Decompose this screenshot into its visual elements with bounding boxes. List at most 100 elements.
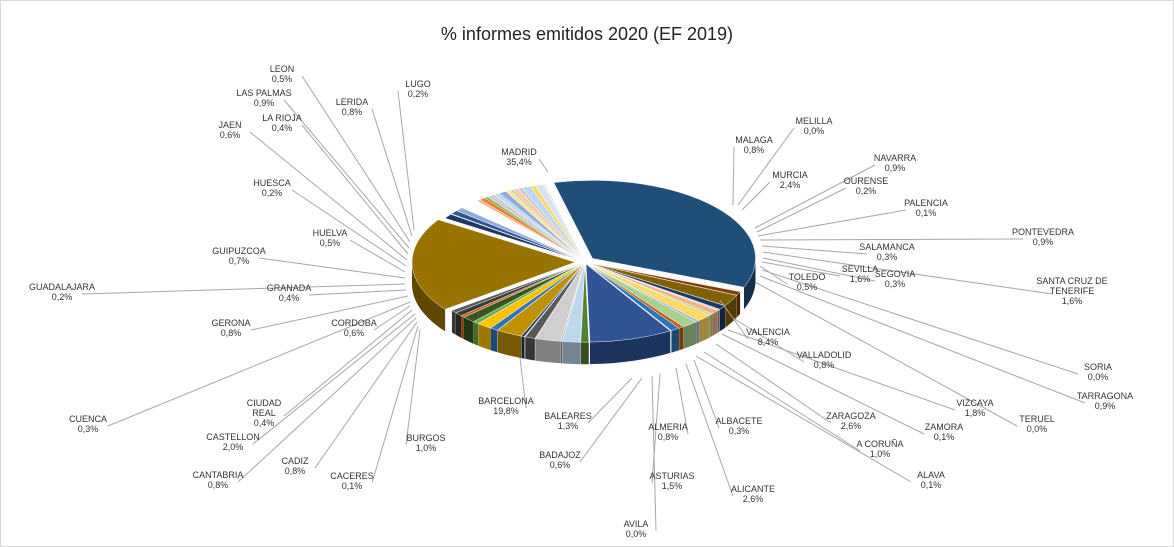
leader-valencia — [719, 299, 749, 340]
leader-segovia — [762, 257, 876, 282]
pie-side-pontevedra — [712, 310, 718, 336]
leader-soria — [761, 269, 1079, 375]
data-label-jaen: JAEN 0,6% — [218, 120, 241, 140]
leader-albacete — [693, 359, 720, 429]
leader-leon — [301, 75, 411, 243]
pie-slice-lugo — [542, 183, 585, 260]
leader-alava — [695, 355, 912, 483]
data-label-barcelona: BARCELONA 19,8% — [478, 396, 534, 416]
data-label-cantabria: CANTABRIA 0,8% — [193, 470, 244, 490]
data-label-zamora: ZAMORA 0,1% — [925, 422, 964, 442]
data-label-murcia: MURCIA 2,4% — [772, 170, 808, 190]
leader-cantabria — [237, 317, 417, 483]
pie-side-valencia — [590, 330, 671, 365]
leader-almeria — [675, 367, 689, 435]
leader-las-palmas — [283, 99, 410, 249]
leader-teruel — [754, 281, 1018, 427]
data-label-leon: LEON 0,5% — [270, 64, 295, 84]
pie-slice-zaragoza — [534, 263, 585, 342]
pie-side-ourense — [718, 309, 720, 333]
leader-toledo — [759, 265, 788, 285]
data-label-a-coru-a: A CORUÑA 1,0% — [856, 439, 903, 459]
data-label-salamanca: SALAMANCA 0,3% — [859, 242, 915, 262]
leader-valladolid — [732, 317, 805, 363]
pie-slice-malaga — [588, 262, 741, 296]
data-label-valencia: VALENCIA 8,4% — [746, 327, 790, 347]
data-label-malaga: MALAGA 0,8% — [735, 135, 773, 155]
data-label-badajoz: BADAJOZ 0,6% — [539, 450, 581, 470]
leader-guipuzcoa — [258, 257, 406, 279]
data-label-cadiz: CADIZ 0,8% — [282, 456, 310, 476]
leader-pontevedra — [759, 238, 1024, 241]
data-label-castellon: CASTELLON 2,0% — [206, 432, 260, 452]
leader-badajoz — [579, 377, 643, 463]
pie-side-madrid — [744, 256, 756, 310]
leader-santa-cruz-detenerife — [762, 251, 1053, 295]
pie-slice-zamora — [560, 264, 585, 342]
data-label-burgos: BURGOS 1,0% — [406, 433, 445, 453]
pie-slices — [411, 180, 756, 343]
leader-cordoba — [373, 305, 411, 331]
data-label-huesca: HUESCA 0,2% — [253, 178, 291, 198]
pie-side-vizcaya — [562, 341, 581, 365]
data-label-navarra: NAVARRA 0,9% — [874, 153, 916, 173]
leader-vizcaya — [727, 329, 956, 411]
leader-salamanca — [761, 245, 868, 255]
pie-slice-murcia — [588, 262, 738, 306]
pie-slice-barcelona — [411, 219, 576, 310]
data-label-palencia: PALENCIA 0,1% — [904, 198, 948, 218]
data-label-guadalajara: GUADALAJARA 0,2% — [29, 282, 95, 302]
data-label-lerida: LERIDA 0,8% — [336, 97, 369, 117]
data-label-vizcaya: VIZCAYA 1,8% — [956, 398, 993, 418]
pie-side-alava — [524, 336, 526, 359]
data-label-santa-cruz-detenerife: SANTA CRUZ DE TENERIFE 1,6% — [1036, 276, 1107, 306]
pie-slice-gerona — [487, 194, 583, 261]
pie-slice-castellon — [461, 200, 583, 261]
data-label-caceres: CACERES 0,1% — [330, 471, 374, 491]
data-label-sevilla: SEVILLA 1,6% — [842, 264, 879, 284]
leader-madrid — [538, 158, 549, 173]
pie-slice-madrid — [553, 180, 756, 288]
pie-side-segovia — [696, 320, 699, 344]
pie-slice-tarragona — [587, 263, 680, 331]
data-label-guipuzcoa: GUIPUZCOA 0,7% — [212, 246, 266, 266]
data-label-las-palmas: LAS PALMAS 0,9% — [236, 88, 291, 108]
leader-caceres — [371, 325, 419, 484]
pie-side-baleares — [464, 317, 474, 344]
data-label-cordoba: CORDOBA 0,6% — [331, 318, 377, 338]
leader-tarragona — [759, 275, 1086, 404]
data-label-valladolid: VALLADOLID 0,8% — [797, 350, 852, 370]
pie-slice-valencia — [585, 263, 671, 343]
pie-slice-albacete — [521, 263, 584, 337]
leader-zaragoza — [715, 343, 832, 424]
data-label-ciudadreal: CIUDAD REAL 0,4% — [247, 398, 282, 428]
pie-side-badajoz — [473, 321, 479, 346]
data-label-avila: AVILA 0,0% — [624, 519, 649, 539]
leader-navarra — [754, 164, 876, 229]
data-label-ourense: OURENSE 0,2% — [844, 176, 889, 196]
leader-lugo — [397, 90, 415, 231]
pie-side-zamora — [561, 341, 563, 364]
leader-guadalajara — [81, 283, 406, 295]
leader-huelva — [349, 239, 406, 273]
leader-castellon — [252, 313, 416, 445]
data-label-teruel: TERUEL 0,0% — [1019, 414, 1055, 434]
pie-side-santa-cruz-de-tenerife — [698, 315, 710, 343]
pie-slice-cantabria — [456, 207, 583, 261]
leader-murcia — [741, 181, 771, 211]
leader-gerona — [250, 295, 409, 331]
pie-side-valladolid — [580, 342, 589, 365]
data-label-alava: ALAVA 0,1% — [917, 470, 945, 490]
pie-side-salamanca — [710, 314, 712, 338]
leader-avila — [651, 375, 657, 532]
leader-huesca — [291, 189, 407, 267]
pie-slice-slice-32 — [451, 263, 582, 313]
data-label-lugo: LUGO 0,2% — [405, 79, 431, 99]
chart-title: % informes emitidos 2020 (EF 2019) — [441, 24, 733, 44]
data-label-la-rioja: LA RIOJA 0,4% — [262, 113, 302, 133]
data-label-alicante: ALICANTE 2,6% — [731, 484, 775, 504]
pie-side-asturias — [478, 323, 491, 351]
data-label-melilla: MELILLA 0,0% — [795, 116, 832, 136]
leader-ciudadreal — [283, 309, 413, 417]
